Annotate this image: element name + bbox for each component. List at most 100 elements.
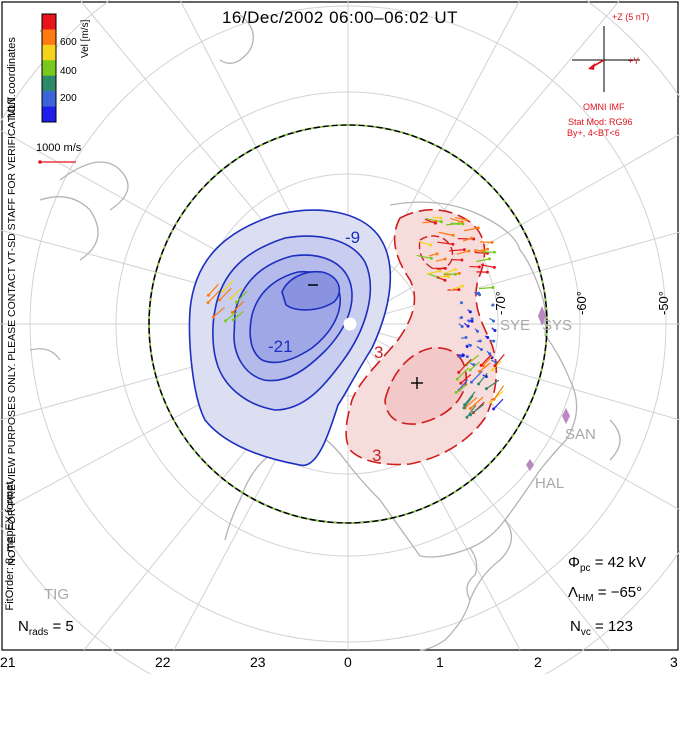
cross-polar-potential: Φpc = 42 kV [568,554,646,574]
colorbar-segment [42,29,56,45]
velocity-vector-origin [454,273,457,276]
velocity-vector-origin [456,378,459,381]
velocity-vector-origin [460,301,463,304]
velocity-vector-origin [463,248,466,251]
velocity-vector-origin [486,271,489,274]
colorbar-segment [42,45,56,61]
colorbar-tick-200: 200 [60,93,77,104]
imf-source: OMNI IMF [583,102,625,112]
velocity-vector-origin [480,364,483,367]
velocity-vector-origin [458,272,461,275]
latitude-label-50: -50° [656,291,671,315]
imf-condition: By+, 4<BT<6 [567,128,620,138]
station-label-sye: SYE [500,317,530,334]
velocity-vector-origin [221,290,224,293]
velocity-vector-origin [469,310,472,313]
velocity-vector-origin [444,267,447,270]
velocity-vector-origin [467,325,470,328]
colorbar-tick-400: 400 [60,66,77,77]
velocity-vector-origin [439,217,442,220]
velocity-vector-origin [470,381,473,384]
convection-map-panel: 16/Dec/2002 06:00–06:02 UT 600 400 200 V… [0,0,680,674]
colorbar-segment [42,107,56,123]
velocity-vector-origin [469,368,472,371]
velocity-vector-origin [459,382,462,385]
station-label-tig: TIG [44,586,69,603]
vector-count: Nvc = 123 [570,618,633,638]
velocity-vector-origin [451,243,454,246]
mlt-label-0: 0 [344,654,352,670]
velocity-vector-origin [485,387,488,390]
contour-label-neg-inner: -21 [268,337,293,357]
velocity-vector-origin [207,301,210,304]
reference-vector [38,160,76,164]
velocity-vector-origin [231,311,234,314]
velocity-vector-origin [470,237,473,240]
velocity-vector-origin [454,268,457,271]
velocity-vector-origin [443,279,446,282]
mlt-label-3: 3 [670,654,678,670]
velocity-vector-origin [447,275,450,278]
map-title: 16/Dec/2002 06:00–06:02 UT [0,8,680,28]
velocity-vector-origin [493,364,496,367]
colorbar-segment [42,76,56,92]
velocity-vector-origin [229,297,232,300]
velocity-vector-origin [476,330,479,333]
velocity-vector-origin [486,336,489,339]
colorbar-segment [42,91,56,107]
velocity-vector-origin [460,259,463,262]
velocity-vector-origin [477,382,480,385]
reference-vector-label: 1000 m/s [36,142,81,154]
velocity-vector-origin [212,315,215,318]
velocity-vector [494,399,503,409]
velocity-vector-origin [492,407,495,410]
velocity-vector-origin [479,340,482,343]
imf-z-label: +Z (5 nT) [612,12,649,22]
velocity-vector-origin [462,406,465,409]
velocity-vector-origin [471,320,474,323]
velocity-vector-origin [469,413,472,416]
colorbar-segment [42,60,56,76]
mlt-label-2: 2 [534,654,542,670]
velocity-vector-origin [493,266,496,269]
velocity-vector-origin [218,298,221,301]
velocity-vector-origin [207,294,210,297]
velocity-vector-origin [491,286,494,289]
velocity-vector-origin [460,316,463,319]
velocity-vector [479,288,493,289]
stat-model: Stat Mod: RG96 [568,117,633,127]
pole-marker [344,318,357,331]
velocity-vector-origin [444,258,447,261]
velocity-vector-origin [478,293,481,296]
station-label-san: SAN [565,426,596,443]
velocity-vector-origin [224,319,227,322]
velocity-vector-origin [465,218,468,221]
velocity-vector-origin [478,370,481,373]
velocity-vector-origin [457,288,460,291]
mlt-label-23: 23 [250,654,266,670]
velocity-vector-origin [461,284,464,287]
velocity-vector-origin [492,340,495,343]
contour-label-pos: 3 [374,343,383,363]
velocity-vector-origin [480,348,483,351]
radar-count: Nrads = 5 [18,618,74,638]
mlt-label-22: 22 [155,654,171,670]
velocity-vector-origin [468,249,471,252]
velocity-vector-origin [457,371,460,374]
mlt-label-21: 21 [0,654,16,670]
velocity-vector-origin [489,400,492,403]
colorbar-tick-600: 600 [60,37,77,48]
velocity-vector-origin [465,336,468,339]
velocity-vector-origin [436,252,439,255]
velocity-vector-origin [493,251,496,254]
velocity-vector-origin [462,354,465,357]
velocity-vector-origin [466,345,469,348]
velocity-vector-origin [468,320,471,323]
station-marker-hal [526,459,534,471]
velocity-vector-origin [469,344,472,347]
velocity-vector-origin [492,320,495,323]
contour-label-neg-outer: -9 [345,228,360,248]
latitude-label-60: -60° [574,291,589,315]
velocity-vector-origin [430,257,433,260]
contour-label-pos-outer: 3 [372,446,381,466]
